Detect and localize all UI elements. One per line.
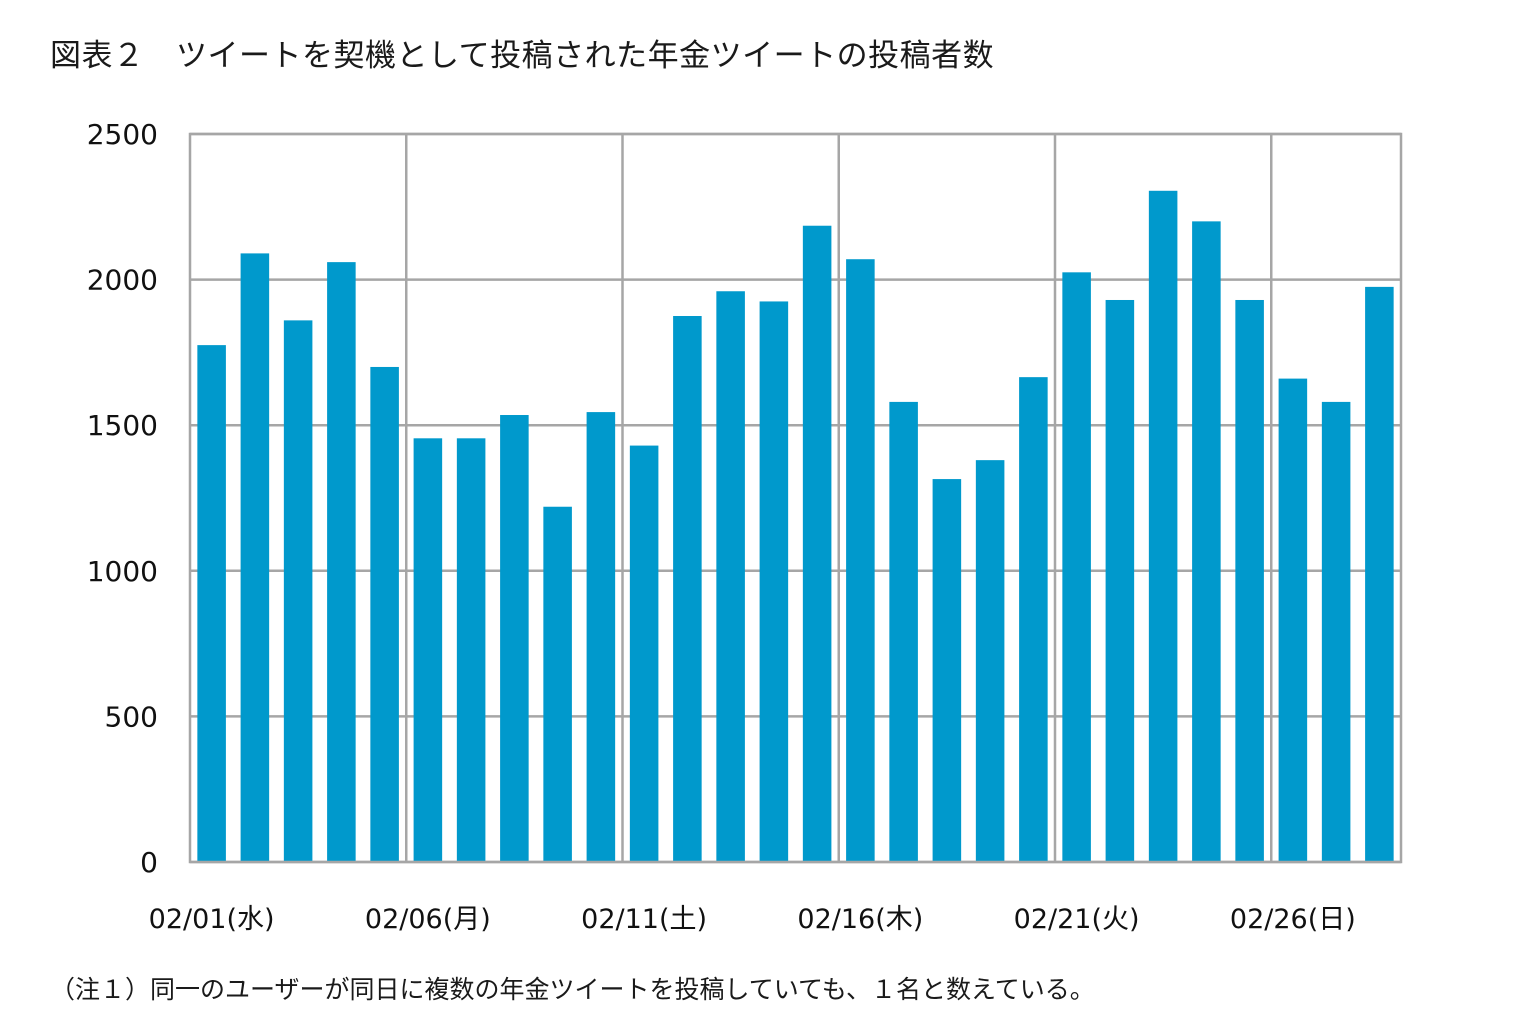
bar-02-07 bbox=[456, 438, 486, 862]
bar-02-23 bbox=[1148, 190, 1178, 862]
bar-02-25 bbox=[1235, 299, 1264, 862]
y-axis-ticks: 0 500 1000 1500 2000 2500 bbox=[87, 118, 158, 879]
bar-02-04 bbox=[327, 262, 356, 862]
chart-title: 図表２ ツイートを契機として投稿された年金ツイートの投稿者数 bbox=[50, 38, 995, 74]
y-tick-label: 1000 bbox=[87, 555, 158, 588]
bar-02-17 bbox=[889, 401, 918, 862]
bar-02-01 bbox=[197, 345, 226, 862]
footnote: （注１）同一のユーザーが同日に複数の年金ツイートを投稿していても、１名と数えてい… bbox=[50, 975, 1095, 1004]
bar-02-28 bbox=[1365, 286, 1394, 862]
bar-02-20 bbox=[1019, 377, 1048, 862]
bar-02-21 bbox=[1062, 272, 1091, 862]
bar-02-26 bbox=[1278, 378, 1308, 862]
x-tick-label: 02/11(土) bbox=[581, 904, 707, 935]
bar-02-02 bbox=[240, 253, 270, 863]
x-tick-label: 02/16(木) bbox=[797, 904, 923, 935]
bar-02-06 bbox=[413, 438, 443, 862]
y-tick-label: 1500 bbox=[87, 409, 158, 442]
x-tick-label: 02/21(火) bbox=[1014, 904, 1140, 935]
y-tick-label: 0 bbox=[140, 846, 158, 879]
x-tick-label: 02/01(水) bbox=[149, 904, 275, 935]
plot-frame bbox=[188, 132, 1403, 864]
bar-02-13 bbox=[716, 291, 745, 862]
bar-02-27 bbox=[1321, 401, 1351, 862]
bar-02-11 bbox=[629, 445, 659, 862]
bars-group bbox=[197, 190, 1394, 863]
bar-02-03 bbox=[283, 320, 313, 862]
bar-02-15 bbox=[802, 225, 832, 862]
bar-02-09 bbox=[543, 506, 572, 862]
y-tick-label: 500 bbox=[105, 700, 158, 733]
bar-02-08 bbox=[500, 415, 529, 862]
bar-02-12 bbox=[673, 316, 702, 862]
plot-border bbox=[188, 132, 1403, 864]
x-tick-label: 02/26(日) bbox=[1230, 904, 1356, 935]
x-axis-ticks: 02/01(水) 02/06(月) 02/11(土) 02/16(木) 02/21(火)… bbox=[149, 904, 1356, 935]
bar-02-19 bbox=[975, 460, 1005, 862]
bar-02-16 bbox=[846, 259, 875, 862]
y-tick-label: 2000 bbox=[87, 264, 158, 297]
bar-02-24 bbox=[1192, 221, 1221, 863]
x-tick-label: 02/06(月) bbox=[365, 904, 491, 935]
bar-02-22 bbox=[1105, 299, 1135, 862]
bar-02-10 bbox=[586, 412, 616, 862]
bar-02-14 bbox=[759, 301, 789, 862]
bar-02-18 bbox=[932, 479, 962, 862]
bar-02-05 bbox=[370, 366, 399, 862]
y-tick-label: 2500 bbox=[87, 118, 158, 151]
